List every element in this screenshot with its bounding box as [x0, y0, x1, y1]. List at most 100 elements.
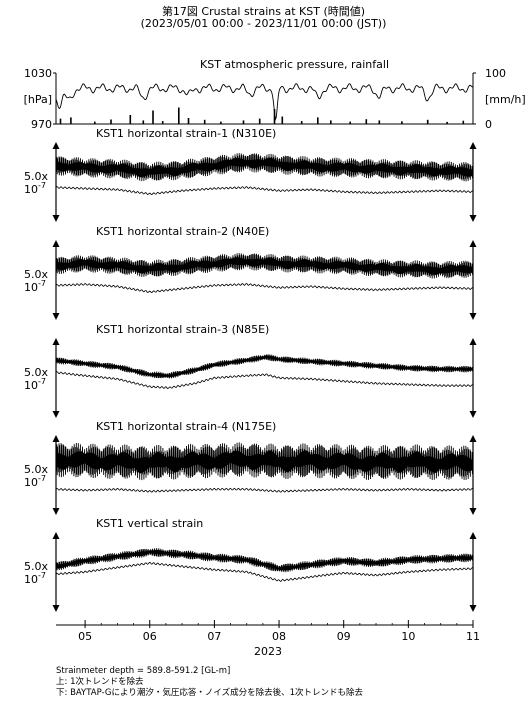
time-axis-tick-label: 11	[466, 630, 480, 643]
rain-bar	[187, 118, 190, 124]
lower-strain-trace	[55, 186, 474, 196]
rain-bar	[349, 121, 351, 124]
lower-strain-trace	[55, 561, 474, 582]
rain-bar	[273, 109, 276, 124]
strain-panel-title: KST1 horizontal strain-1 (N310E)	[96, 127, 276, 140]
scale-label-exponent: -7	[38, 571, 46, 580]
rain-bar	[242, 120, 245, 124]
strain-panel-title: KST1 horizontal strain-4 (N175E)	[96, 420, 276, 433]
scale-arrow-head-down	[52, 411, 60, 418]
rain-bar	[300, 121, 303, 124]
time-axis-tick-label: 08	[272, 630, 286, 643]
scale-arrow-head-down	[469, 411, 477, 418]
rain-bar	[70, 117, 72, 124]
scale-arrow-head-down	[52, 313, 60, 320]
rain-bar	[94, 121, 96, 124]
scale-label-bottom: 10	[24, 573, 38, 586]
rain-bar	[317, 117, 319, 124]
rain-bar	[110, 119, 112, 124]
strain-panel-title: KST1 vertical strain	[96, 517, 203, 530]
scale-arrow-head-down	[469, 605, 477, 612]
scale-arrow-head-up	[52, 142, 60, 149]
scale-label-top: 5.0x	[24, 366, 48, 379]
scale-label-top: 5.0x	[24, 170, 48, 183]
pressure-left-tick-label: 1030	[24, 67, 52, 80]
time-axis-year-label: 2023	[254, 645, 282, 658]
note-upper: 上: 1次トレンドを除去	[56, 677, 144, 687]
figure-title-line1: 第17図 Crustal strains at KST (時間値)	[161, 5, 366, 18]
pressure-panel-title: KST atmospheric pressure, rainfall	[200, 58, 389, 71]
scale-arrow-head-up	[469, 338, 477, 345]
strain-panel-title: KST1 horizontal strain-2 (N40E)	[96, 225, 269, 238]
scale-arrow-head-up	[52, 435, 60, 442]
lower-strain-trace	[55, 371, 474, 390]
rain-bar	[426, 119, 429, 124]
note-depth: Strainmeter depth = 589.8-591.2 [GL-m]	[56, 666, 231, 676]
rain-bar	[258, 118, 261, 124]
scale-arrow-head-up	[469, 532, 477, 539]
lower-strain-trace	[55, 282, 474, 294]
upper-strain-trace	[55, 442, 474, 481]
rain-bar	[178, 107, 180, 124]
rain-bar	[365, 119, 368, 124]
rain-right-tick-label: 0	[485, 118, 492, 131]
scale-arrow-head-down	[52, 508, 60, 515]
rain-bar	[220, 121, 222, 124]
time-axis-tick-label: 09	[337, 630, 351, 643]
rain-bar	[330, 120, 332, 124]
upper-strain-trace	[55, 153, 474, 182]
upper-strain-trace	[55, 253, 474, 279]
note-lower: 下: BAYTAP-Gにより潮汐・気圧応答・ノイズ成分を除去後、1次トレンドも除…	[56, 688, 363, 698]
scale-arrow-head-up	[52, 338, 60, 345]
scale-label-top: 5.0x	[24, 268, 48, 281]
time-axis-tick-label: 06	[143, 630, 157, 643]
rain-bar	[462, 120, 465, 124]
scale-label-bottom: 10	[24, 281, 38, 294]
scale-label-top: 5.0x	[24, 463, 48, 476]
lower-strain-trace	[55, 487, 474, 493]
rain-bar	[142, 120, 145, 124]
rain-bar	[281, 116, 284, 124]
rain-bar	[378, 120, 381, 124]
rain-bar	[59, 118, 62, 124]
rain-bar	[446, 121, 448, 124]
rain-bar	[161, 121, 164, 124]
time-axis-tick-label: 07	[207, 630, 221, 643]
rain-bar	[129, 115, 132, 124]
time-axis-tick-label: 10	[401, 630, 415, 643]
pressure-panel: 1030 [hPa] 970 100 [mm/h] 0 KST atmospheric pr…	[24, 58, 526, 131]
scale-label-exponent: -7	[38, 377, 46, 386]
rain-bar	[152, 110, 154, 124]
scale-label-bottom: 10	[24, 183, 38, 196]
scale-arrow-head-up	[469, 142, 477, 149]
figure-title-line2: (2023/05/01 00:00 - 2023/11/01 00:00 (JS…	[140, 17, 387, 30]
scale-arrow-head-down	[52, 215, 60, 222]
scale-label-exponent: -7	[38, 181, 46, 190]
scale-arrow-head-up	[52, 240, 60, 247]
scale-arrow-head-down	[52, 605, 60, 612]
pressure-left-tick-label: [hPa]	[24, 93, 52, 106]
rain-right-tick-label: 100	[485, 67, 506, 80]
scale-label-exponent: -7	[38, 279, 46, 288]
scale-arrow-head-down	[469, 508, 477, 515]
scale-arrow-head-up	[469, 435, 477, 442]
scale-label-exponent: -7	[38, 474, 46, 483]
scale-label-bottom: 10	[24, 476, 38, 489]
scale-arrow-head-down	[469, 215, 477, 222]
upper-strain-trace	[55, 354, 474, 379]
scale-arrow-head-up	[52, 532, 60, 539]
rain-bar	[401, 121, 403, 124]
pressure-line	[55, 83, 474, 121]
scale-arrow-head-up	[469, 240, 477, 247]
time-axis-tick-label: 05	[78, 630, 92, 643]
rain-right-tick-label: [mm/h]	[485, 93, 526, 106]
scale-arrow-head-down	[469, 313, 477, 320]
pressure-left-tick-label: 970	[31, 118, 52, 131]
strain-panel-title: KST1 horizontal strain-3 (N85E)	[96, 323, 269, 336]
figure-notes: Strainmeter depth = 589.8-591.2 [GL-m] 上…	[56, 666, 363, 699]
